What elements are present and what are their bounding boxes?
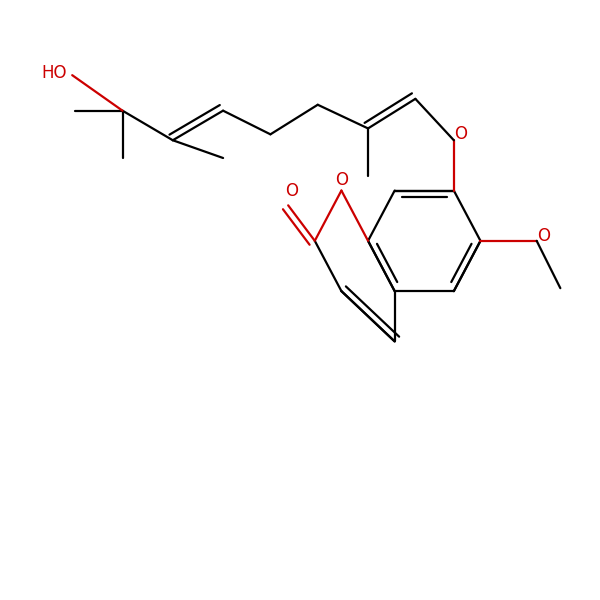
Text: O: O [284, 182, 298, 200]
Text: O: O [335, 171, 348, 189]
Text: O: O [537, 227, 550, 245]
Text: O: O [454, 125, 467, 143]
Text: HO: HO [42, 64, 67, 82]
